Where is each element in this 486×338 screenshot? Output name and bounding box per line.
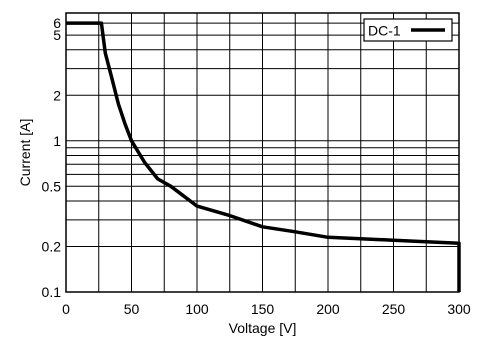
x-tick-labels: 0 50 100 150 200 250 300 [62,301,471,317]
x-tick-label: 300 [447,301,471,317]
x-axis-title: Voltage [V] [229,320,297,336]
y-tick-label: 6 [53,15,61,31]
y-tick-label: 1 [53,133,61,149]
plot-frame [65,12,460,293]
x-tick-label: 50 [124,301,140,317]
y-tick-label: 0.2 [42,238,62,254]
grid [65,13,460,293]
y-tick-label: 5 [53,27,61,43]
y-tick-labels: 0.1 0.2 0.5 1 2 56 [42,15,62,300]
series-layer [66,21,461,292]
y-axis-title: Current [A] [17,119,33,187]
x-tick-label: 200 [316,301,340,317]
legend-box [363,18,453,42]
series-line [66,21,461,292]
x-tick-label: 150 [251,301,275,317]
y-tick-label: 2 [53,87,61,103]
y-tick-label: 0.1 [42,284,62,300]
x-tick-label: 0 [62,301,70,317]
legend: DC-1 [363,18,453,42]
x-tick-label: 250 [382,301,406,317]
x-tick-label: 100 [185,301,209,317]
legend-label: DC-1 [368,23,401,39]
y-tick-label: 0.5 [42,178,62,194]
